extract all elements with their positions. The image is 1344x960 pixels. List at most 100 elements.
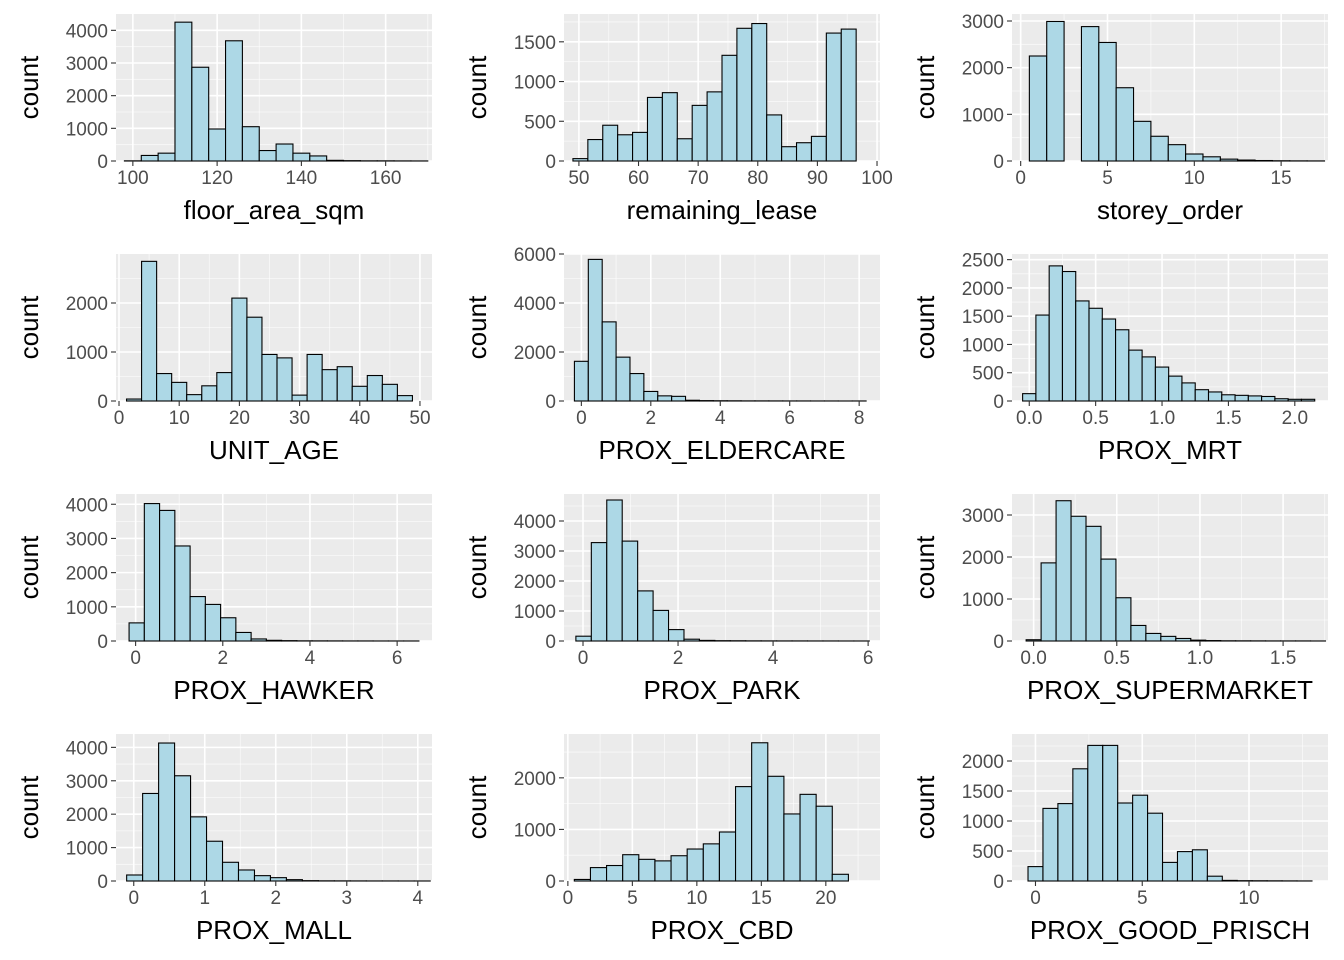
panel-prox-cbd: 0 5 10 15 20 0 1000 2000 PROX_CBD count xyxy=(448,720,896,960)
histogram-bar xyxy=(1061,270,1077,402)
histogram-bar xyxy=(1130,624,1147,642)
histogram-bar xyxy=(190,816,208,882)
histogram-bar xyxy=(336,366,353,402)
y-axis-title: count xyxy=(14,535,44,599)
histogram-bar xyxy=(1085,525,1102,642)
x-tick-label: 0.5 xyxy=(1082,408,1108,429)
y-tick-label: 0 xyxy=(545,872,556,893)
x-tick-label: 40 xyxy=(349,408,370,429)
x-tick-label: 5 xyxy=(1137,888,1148,909)
y-tick-label: 1000 xyxy=(962,105,1004,126)
histogram-bar xyxy=(224,40,243,162)
panel-prox-hawker: 0 2 4 6 0 1000 2000 3000 4000 PROX_HAWKER count xyxy=(0,480,448,720)
histogram-bar xyxy=(831,873,849,882)
histogram-bar xyxy=(652,609,670,642)
y-tick-label: 1000 xyxy=(962,335,1004,356)
x-tick-label: 10 xyxy=(686,888,707,909)
histogram-bar xyxy=(1055,500,1072,642)
histogram-bar xyxy=(1207,391,1223,402)
x-tick-label: 80 xyxy=(747,168,768,189)
histogram-bar xyxy=(126,874,144,882)
histogram-bar xyxy=(1202,156,1221,162)
panel-prox-eldercare: 0 2 4 6 8 0 2000 4000 6000 PROX_ELDERCARE count xyxy=(448,240,896,480)
y-tick-label: 0 xyxy=(993,632,1004,653)
y-tick-label: 1000 xyxy=(66,119,108,140)
histogram-bar xyxy=(617,134,634,162)
histogram-bar xyxy=(143,503,161,642)
histogram-bar xyxy=(1115,329,1130,402)
y-tick-label: 0 xyxy=(545,152,556,173)
histogram-bar xyxy=(698,639,716,642)
histogram-bar xyxy=(1191,849,1208,882)
plot-background xyxy=(1012,14,1328,161)
histogram-bar xyxy=(1221,879,1238,882)
histogram-bar xyxy=(718,831,737,882)
x-tick-label: 15 xyxy=(751,888,772,909)
histogram-bar xyxy=(706,91,723,162)
histogram-bar xyxy=(1154,366,1170,402)
y-tick-label: 3000 xyxy=(962,12,1004,33)
x-tick-label: 10 xyxy=(1238,888,1259,909)
histogram-bar xyxy=(1042,807,1059,882)
x-tick-label: 70 xyxy=(688,168,709,189)
x-tick-label: 0 xyxy=(130,648,141,669)
histogram-bar xyxy=(1057,803,1074,882)
histogram-bar xyxy=(241,126,260,162)
histogram-bar xyxy=(684,399,700,402)
histogram-bar xyxy=(686,848,704,882)
x-axis-title: PROX_PARK xyxy=(643,675,801,705)
x-tick-label: 1.5 xyxy=(1270,648,1296,669)
histogram-bar xyxy=(156,373,173,402)
y-tick-label: 0 xyxy=(97,632,108,653)
histogram-bar xyxy=(1175,637,1192,642)
histogram-bar xyxy=(1040,562,1057,642)
histogram-bar xyxy=(661,92,678,162)
histogram-bar xyxy=(671,395,687,402)
histogram-prox-cbd: 0 5 10 15 20 0 1000 2000 PROX_CBD count xyxy=(462,734,880,945)
x-tick-label: 20 xyxy=(229,408,250,429)
x-axis-title: PROX_HAWKER xyxy=(173,675,374,705)
x-tick-label: 10 xyxy=(1184,168,1205,189)
x-tick-label: 0 xyxy=(1030,888,1041,909)
histogram-bar xyxy=(291,394,308,402)
y-tick-label: 0 xyxy=(545,632,556,653)
histogram-bar xyxy=(795,142,812,162)
histogram-bar xyxy=(1237,159,1256,162)
x-tick-label: 4 xyxy=(305,648,316,669)
x-tick-label: 1 xyxy=(199,888,210,909)
histogram-bar xyxy=(269,877,287,882)
x-tick-label: 6 xyxy=(863,648,874,669)
histogram-bar xyxy=(231,297,248,402)
histogram-bar xyxy=(276,357,293,402)
y-tick-label: 1000 xyxy=(66,343,108,364)
histogram-bar xyxy=(670,855,688,882)
x-tick-label: 2 xyxy=(270,888,281,909)
histogram-prox-hawker: 0 2 4 6 0 1000 2000 3000 4000 PROX_HAWKER count xyxy=(14,494,432,705)
x-tick-label: 90 xyxy=(807,168,828,189)
histogram-bar xyxy=(810,135,827,162)
x-tick-label: 6 xyxy=(784,408,795,429)
histogram-bar xyxy=(1102,744,1119,882)
x-tick-label: 0.5 xyxy=(1104,648,1130,669)
panel-prox-supermarket: 0.0 0.5 1.0 1.5 0 1000 2000 3000 PROX_SUPERMARKE… xyxy=(896,480,1344,720)
histogram-bar xyxy=(1141,356,1156,402)
x-tick-label: 1.5 xyxy=(1215,408,1241,429)
y-tick-label: 6000 xyxy=(514,245,556,266)
x-tick-label: 2 xyxy=(673,648,684,669)
histogram-bar xyxy=(1028,55,1048,162)
y-axis-title: count xyxy=(462,295,492,359)
histogram-bar xyxy=(326,159,345,162)
y-tick-label: 2000 xyxy=(514,343,556,364)
y-tick-label: 0 xyxy=(993,392,1004,413)
histogram-unit-age: 0 10 20 30 40 50 0 1000 2000 UNIT_AGE count xyxy=(14,254,432,465)
histogram-bar xyxy=(208,128,227,162)
histogram-bar xyxy=(125,398,143,402)
panel-storey-order: 0 5 10 15 0 1000 2000 3000 storey_order count xyxy=(896,0,1344,240)
histogram-bar xyxy=(602,124,619,162)
histogram-bar xyxy=(615,356,631,402)
histogram-bar xyxy=(1287,398,1302,402)
x-axis-title: remaining_lease xyxy=(627,195,818,225)
histogram-bar xyxy=(275,143,294,162)
histogram-bar xyxy=(261,353,278,402)
histogram-prox-supermarket: 0.0 0.5 1.0 1.5 0 1000 2000 3000 PROX_SUPERMARKE… xyxy=(910,494,1328,705)
